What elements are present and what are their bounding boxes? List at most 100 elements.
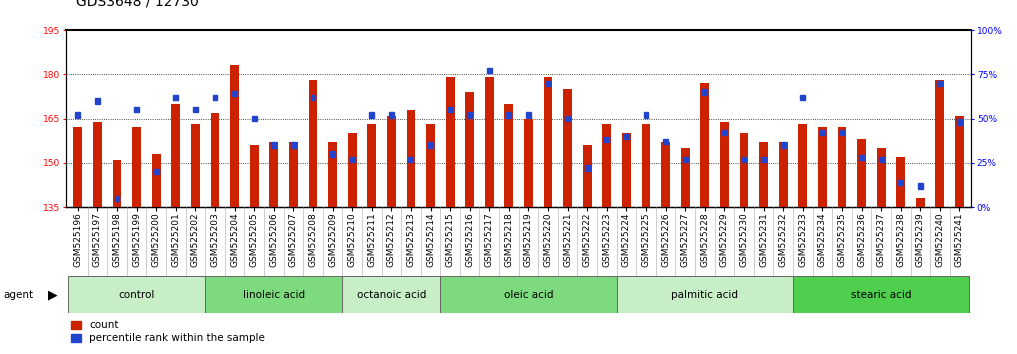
Bar — [602, 125, 611, 207]
Bar — [565, 116, 571, 121]
Bar — [642, 125, 651, 207]
Bar — [896, 157, 905, 207]
Text: GSM525225: GSM525225 — [642, 213, 651, 267]
Bar — [761, 156, 766, 162]
Bar — [680, 148, 690, 207]
Bar — [388, 113, 394, 118]
Text: GSM525217: GSM525217 — [485, 213, 494, 267]
Bar — [877, 148, 886, 207]
Bar — [68, 276, 205, 313]
Bar — [466, 92, 474, 207]
Bar — [328, 142, 337, 207]
Text: GSM525223: GSM525223 — [602, 213, 611, 267]
Bar — [759, 142, 768, 207]
Text: GSM525211: GSM525211 — [367, 213, 376, 267]
Text: GSM525237: GSM525237 — [877, 213, 886, 267]
Bar — [604, 137, 609, 142]
Text: GSM525241: GSM525241 — [955, 213, 964, 267]
Bar — [857, 139, 865, 207]
Bar — [722, 130, 727, 135]
Text: GSM525214: GSM525214 — [426, 213, 435, 267]
Text: GSM525196: GSM525196 — [73, 213, 82, 268]
Bar — [955, 116, 964, 207]
Bar — [798, 125, 807, 207]
Text: GSM525205: GSM525205 — [250, 213, 258, 267]
Text: GSM525197: GSM525197 — [93, 213, 102, 268]
Bar — [936, 80, 945, 207]
Bar — [720, 121, 729, 207]
Bar — [134, 107, 139, 112]
Bar — [701, 83, 709, 207]
Bar — [793, 276, 969, 313]
Bar — [838, 127, 846, 207]
Text: GSM525233: GSM525233 — [798, 213, 807, 267]
Text: GSM525231: GSM525231 — [759, 213, 768, 267]
Text: GSM525230: GSM525230 — [739, 213, 749, 267]
Bar — [682, 156, 687, 162]
Bar — [291, 142, 296, 148]
Bar — [440, 276, 616, 313]
Bar — [348, 133, 357, 207]
Text: GSM525240: GSM525240 — [936, 213, 945, 267]
Bar — [369, 113, 374, 118]
Bar — [367, 125, 376, 207]
Text: ▶: ▶ — [48, 288, 57, 301]
Text: GSM525229: GSM525229 — [720, 213, 729, 267]
Text: GSM525215: GSM525215 — [445, 213, 455, 267]
Bar — [407, 110, 415, 207]
Bar — [191, 125, 199, 207]
Bar — [272, 142, 277, 148]
Text: GSM525202: GSM525202 — [191, 213, 200, 267]
Bar — [703, 89, 707, 95]
Text: octanoic acid: octanoic acid — [357, 290, 426, 300]
Bar — [73, 127, 82, 207]
Text: oleic acid: oleic acid — [503, 290, 553, 300]
Text: GSM525220: GSM525220 — [543, 213, 552, 267]
Text: palmitic acid: palmitic acid — [671, 290, 738, 300]
Bar — [350, 156, 355, 162]
Bar — [193, 107, 198, 112]
Bar — [487, 68, 491, 73]
Bar — [428, 142, 433, 148]
Bar — [644, 113, 649, 118]
Bar — [918, 183, 922, 189]
Bar — [938, 80, 943, 86]
Bar — [308, 80, 317, 207]
Bar — [115, 195, 119, 201]
Bar — [616, 276, 793, 313]
Text: GSM525213: GSM525213 — [407, 213, 415, 267]
Bar — [800, 95, 805, 100]
Text: GSM525236: GSM525236 — [857, 213, 866, 267]
Bar — [230, 65, 239, 207]
Text: GSM525235: GSM525235 — [837, 213, 846, 267]
Bar — [485, 77, 493, 207]
Text: linoleic acid: linoleic acid — [243, 290, 305, 300]
Bar — [663, 139, 668, 144]
Text: GSM525226: GSM525226 — [661, 213, 670, 267]
Bar — [232, 91, 237, 96]
Bar — [113, 160, 121, 207]
Bar — [624, 133, 629, 139]
Bar — [331, 152, 335, 156]
Text: stearic acid: stearic acid — [851, 290, 911, 300]
Bar — [546, 80, 550, 86]
Bar — [583, 145, 592, 207]
Text: GSM525232: GSM525232 — [779, 213, 787, 267]
Bar — [252, 116, 256, 121]
Text: GSM525221: GSM525221 — [563, 213, 573, 267]
Bar — [409, 156, 413, 162]
Text: agent: agent — [3, 290, 34, 300]
Bar — [563, 89, 572, 207]
Bar — [310, 95, 315, 100]
Text: GDS3648 / 12730: GDS3648 / 12730 — [76, 0, 199, 9]
Bar — [524, 119, 533, 207]
Text: GSM525228: GSM525228 — [701, 213, 709, 267]
Bar — [289, 142, 298, 207]
Text: GSM525224: GSM525224 — [622, 213, 631, 267]
Bar — [779, 142, 787, 207]
Text: GSM525208: GSM525208 — [308, 213, 317, 267]
Bar — [504, 104, 514, 207]
Bar — [205, 276, 343, 313]
Bar — [93, 121, 102, 207]
Bar — [916, 198, 924, 207]
